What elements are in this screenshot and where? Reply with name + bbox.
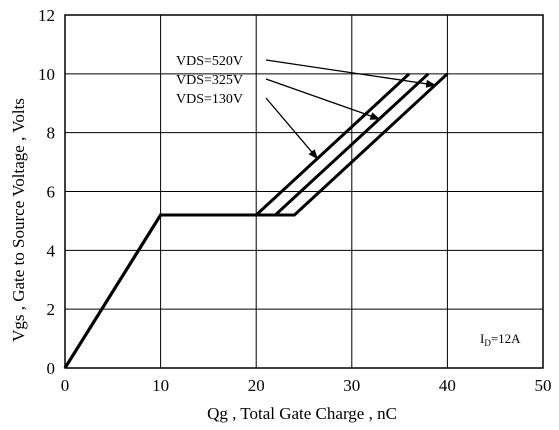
x-axis-label: Qg , Total Gate Charge , nC — [207, 404, 397, 423]
y-tick-label-4: 8 — [47, 124, 56, 143]
curve-group — [63, 72, 449, 369]
y-tick-label-3: 6 — [47, 183, 56, 202]
legend: VDS=520V VDS=325V VDS=130V — [176, 54, 437, 160]
x-tick-label-3: 30 — [343, 376, 360, 395]
x-tick-label-1: 10 — [152, 376, 169, 395]
drain-current-annotation: ID=12A — [480, 331, 521, 348]
x-tick-label-0: 0 — [61, 376, 70, 395]
x-tick-label-5: 50 — [535, 376, 552, 395]
legend-label-2: VDS=130V — [176, 92, 243, 107]
y-tick-label-2: 4 — [47, 241, 56, 260]
series-line-1 — [63, 72, 430, 369]
y-tick-label-6: 12 — [38, 6, 55, 25]
y-tick-label-0: 0 — [47, 359, 56, 378]
grid-lines — [65, 15, 543, 368]
plot-frame — [64, 14, 544, 369]
x-tick-label-4: 40 — [439, 376, 456, 395]
y-tick-labels: 0 2 4 6 8 10 12 — [38, 6, 56, 378]
note-i: I — [480, 331, 484, 346]
legend-arrow-2 — [265, 97, 319, 160]
y-tick-label-5: 10 — [38, 65, 55, 84]
y-tick-label-1: 2 — [47, 300, 56, 319]
x-tick-labels: 0 10 20 30 40 50 — [61, 376, 552, 395]
x-tick-label-2: 20 — [248, 376, 265, 395]
legend-arrow-0 — [265, 59, 437, 88]
y-axis-label: Vgs , Gate to Source Voltage , Volts — [9, 98, 28, 342]
legend-arrow-1 — [265, 78, 381, 120]
note-sub: D — [484, 338, 491, 348]
legend-label-0: VDS=520V — [176, 54, 243, 69]
note-rest: =12A — [491, 331, 521, 346]
series-line-2 — [63, 72, 411, 369]
legend-label-1: VDS=325V — [176, 73, 243, 88]
